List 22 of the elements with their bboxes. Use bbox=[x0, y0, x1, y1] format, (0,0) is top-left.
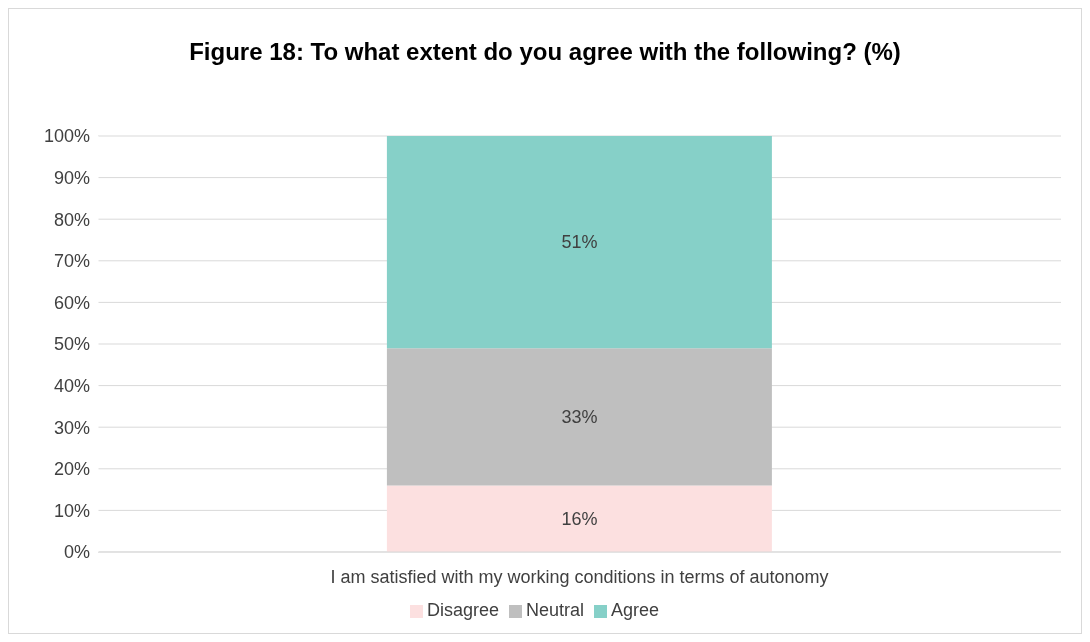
y-tick-label: 90% bbox=[53, 167, 90, 188]
bar bbox=[386, 485, 772, 552]
bar bbox=[386, 348, 772, 486]
y-tick-label: 50% bbox=[53, 334, 90, 355]
y-tick-label: 60% bbox=[53, 292, 90, 313]
y-tick-label: 40% bbox=[53, 375, 90, 396]
bar bbox=[386, 136, 772, 349]
data-label: 16% bbox=[561, 508, 598, 529]
y-tick-label: 10% bbox=[53, 500, 90, 521]
y-tick-label: 0% bbox=[63, 542, 90, 563]
data-label: 51% bbox=[561, 232, 598, 253]
legend-label: Disagree bbox=[426, 600, 499, 620]
y-tick-label: 100% bbox=[43, 126, 90, 147]
y-tick-label: 30% bbox=[53, 417, 90, 438]
x-tick-label: I am satisfied with my working conditions in terms of autonomy bbox=[330, 566, 829, 587]
y-tick-label: 20% bbox=[53, 459, 90, 480]
data-label: 33% bbox=[561, 406, 598, 427]
legend-label: Agree bbox=[611, 600, 660, 620]
y-tick-label: 70% bbox=[53, 251, 90, 272]
y-tick-label: 80% bbox=[53, 209, 90, 230]
legend-label: Neutral bbox=[525, 600, 585, 620]
chart-title: Figure 18: To what extent do you agree with the following? (%) bbox=[188, 37, 902, 67]
